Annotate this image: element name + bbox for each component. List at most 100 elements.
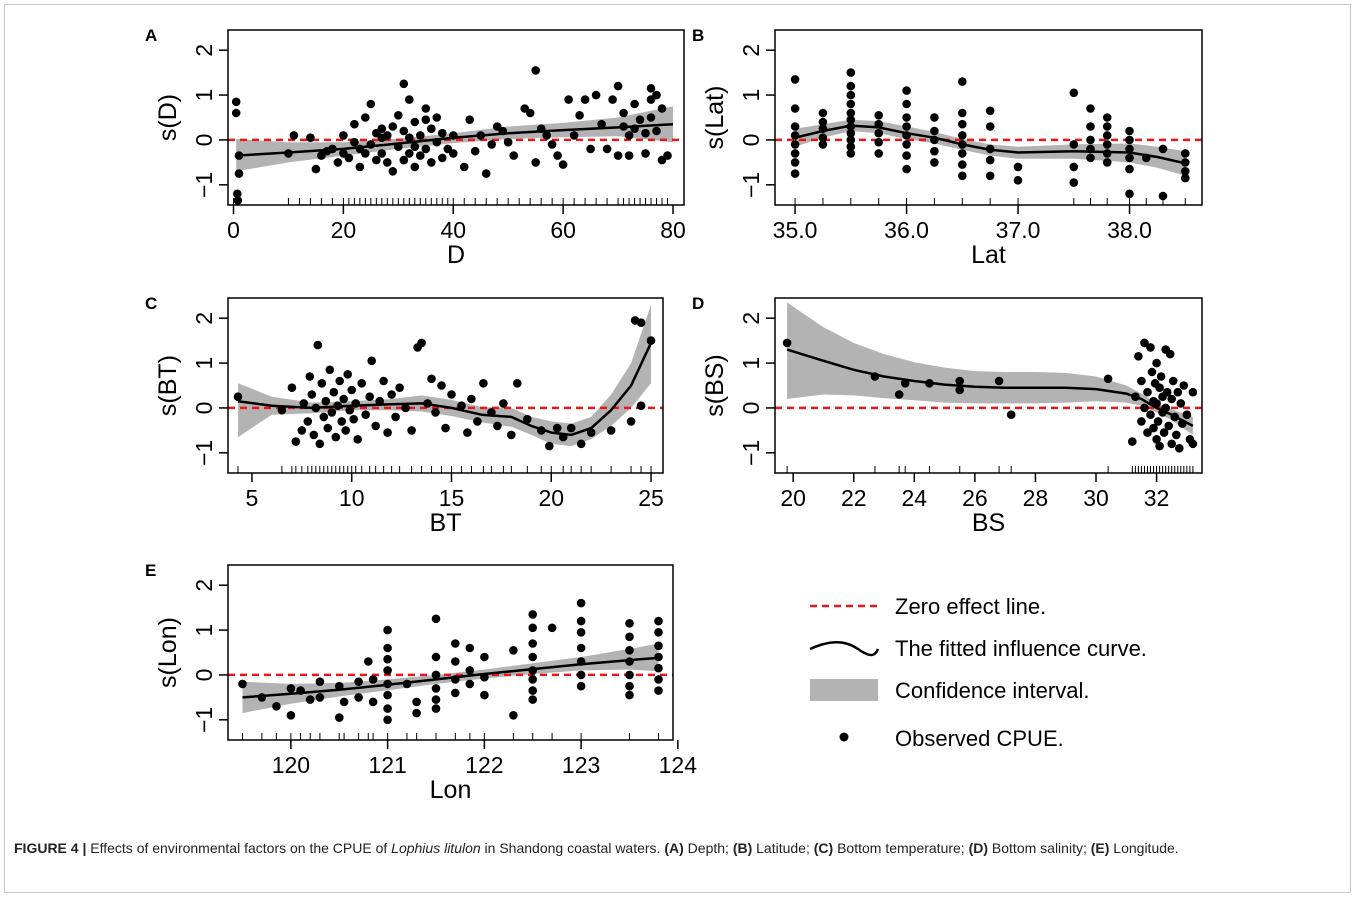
data-point: [335, 376, 345, 386]
data-point: [1142, 153, 1151, 163]
data-point: [1173, 387, 1183, 397]
x-tick-label: 40: [440, 217, 466, 243]
x-tick-label: 25: [638, 485, 664, 511]
data-point: [818, 133, 828, 142]
data-point: [361, 113, 370, 122]
legend-band-label: Confidence interval.: [895, 678, 1089, 703]
data-point: [654, 652, 663, 662]
data-point: [431, 684, 441, 693]
caption-text-1: Effects of environmental factors on the …: [86, 840, 392, 856]
figure-caption: FIGURE 4 | Effects of environmental fact…: [14, 838, 1344, 859]
data-point: [317, 379, 327, 388]
x-tick-label: 10: [339, 485, 365, 511]
data-point: [1013, 176, 1023, 185]
y-tick-label: 0: [738, 402, 764, 415]
data-point: [371, 421, 381, 431]
data-point: [958, 108, 967, 118]
x-tick-label: 22: [841, 485, 867, 511]
plot-area-b: [775, 68, 1202, 205]
data-point: [1159, 428, 1169, 437]
data-point: [315, 693, 325, 702]
data-point: [818, 124, 828, 133]
data-point: [463, 428, 472, 437]
data-point: [846, 149, 856, 158]
data-point: [480, 672, 489, 682]
data-point: [343, 370, 353, 379]
data-point: [930, 126, 939, 136]
data-point: [493, 421, 502, 431]
data-point: [383, 679, 392, 689]
data-point: [958, 119, 967, 129]
data-point: [654, 686, 663, 695]
data-point: [528, 623, 537, 633]
data-point: [580, 95, 590, 104]
y-tick-label: 2: [191, 579, 217, 592]
data-point: [1164, 421, 1173, 431]
data-point: [1170, 412, 1179, 422]
data-point: [1147, 367, 1157, 377]
data-point: [575, 111, 584, 120]
data-point: [790, 104, 800, 113]
data-point: [286, 711, 296, 720]
data-point: [296, 686, 305, 695]
data-point: [958, 77, 967, 86]
caption-item-c: Bottom temperature;: [833, 840, 969, 856]
x-tick-label: 20: [538, 485, 564, 511]
data-point: [818, 117, 828, 127]
data-point: [405, 133, 414, 142]
data-point: [311, 164, 321, 174]
data-point: [531, 158, 540, 167]
x-tick-label: 60: [550, 217, 576, 243]
data-point: [958, 149, 967, 158]
data-point: [231, 108, 241, 118]
caption-species: Lophius litulon: [391, 840, 481, 856]
x-tick-label: 20: [331, 217, 357, 243]
data-point: [481, 169, 491, 178]
data-point: [654, 675, 663, 684]
data-point: [391, 412, 400, 422]
y-tick-label: −1: [738, 172, 764, 198]
data-point: [366, 99, 376, 109]
y-tick-label: 0: [191, 669, 217, 682]
data-point: [315, 439, 325, 449]
data-point: [1176, 399, 1186, 408]
data-point: [619, 108, 628, 118]
data-point: [930, 146, 939, 156]
data-point: [846, 99, 856, 109]
data-point: [1125, 135, 1134, 145]
data-point: [457, 401, 466, 411]
data-point: [902, 99, 911, 109]
data-point: [1069, 178, 1079, 187]
data-point: [333, 158, 343, 167]
legend-band-swatch: [810, 679, 878, 701]
data-point: [552, 423, 562, 433]
data-point: [1168, 376, 1178, 386]
x-tick-label: 35.0: [773, 217, 818, 243]
data-point: [416, 131, 425, 140]
data-point: [654, 663, 663, 673]
data-point: [1181, 149, 1190, 158]
data-point: [602, 144, 612, 154]
data-point: [576, 439, 586, 449]
data-point: [459, 162, 469, 172]
data-point: [350, 119, 359, 129]
plot-frame: [774, 297, 1203, 474]
data-point: [1013, 162, 1023, 172]
data-point: [625, 670, 634, 680]
data-point: [480, 652, 489, 662]
data-point: [307, 390, 317, 399]
data-point: [902, 86, 911, 95]
data-point: [576, 681, 586, 691]
y-axis-label: s(BT): [154, 355, 182, 416]
data-point: [576, 598, 586, 608]
data-point: [383, 715, 392, 725]
data-point: [902, 151, 911, 160]
data-point: [233, 196, 243, 205]
data-point: [874, 111, 883, 120]
data-point: [379, 376, 388, 386]
x-tick-label: 124: [659, 752, 698, 778]
plot-frame: [227, 297, 664, 474]
data-point: [985, 144, 995, 154]
data-point: [327, 408, 337, 417]
data-point: [333, 401, 343, 411]
